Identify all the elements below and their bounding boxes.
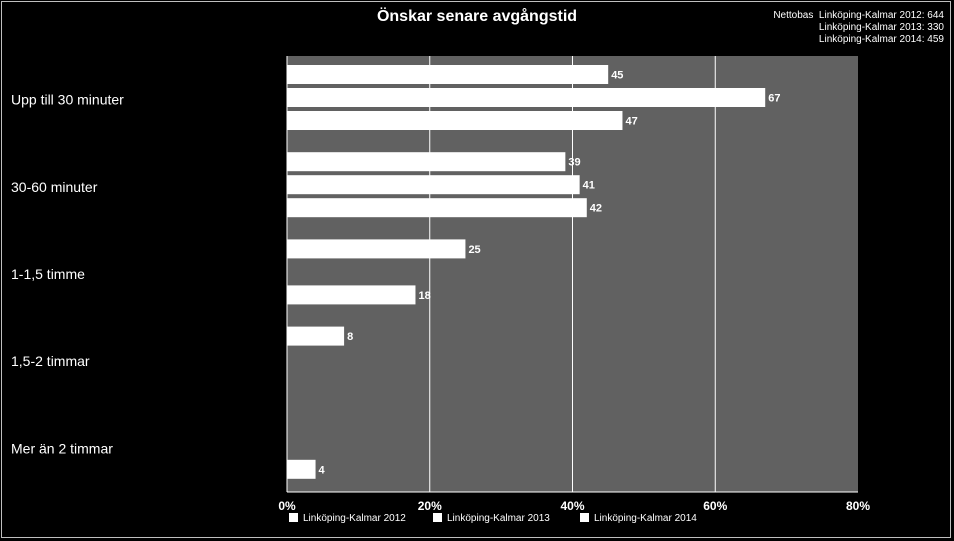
data-label: 8 — [347, 331, 353, 343]
legend-swatch — [580, 513, 589, 522]
bar — [287, 285, 416, 305]
base-note-label: Nettobas — [773, 10, 814, 21]
legend-label: Linköping-Kalmar 2014 — [594, 513, 697, 524]
legend-label: Linköping-Kalmar 2013 — [447, 513, 550, 524]
bar — [287, 152, 566, 172]
base-note-row: Linköping-Kalmar 2013: 330 — [818, 22, 944, 33]
base-note-row: Linköping-Kalmar 2014: 459 — [818, 34, 944, 45]
data-label: 47 — [625, 116, 637, 128]
category-label: 1,5-2 timmar — [11, 353, 90, 369]
chart-title: Önskar senare avgångstid — [376, 8, 578, 25]
bar — [287, 326, 345, 346]
legend-swatch — [289, 513, 298, 522]
bar — [287, 175, 580, 195]
legend-label: Linköping-Kalmar 2012 — [303, 513, 406, 524]
category-label: 1-1,5 timme — [11, 266, 85, 282]
data-label: 18 — [418, 290, 430, 302]
data-label: 67 — [768, 93, 780, 105]
x-tick-label: 40% — [560, 499, 584, 513]
x-tick-label: 80% — [846, 499, 870, 513]
legend-item: Linköping-Kalmar 2013 — [433, 513, 550, 524]
bar — [287, 88, 766, 107]
base-note: Nettobas Linköping-Kalmar 2012: 644 Link… — [773, 10, 944, 46]
bar — [287, 65, 609, 84]
legend-item: Linköping-Kalmar 2012 — [289, 513, 406, 524]
category-label: 30-60 minuter — [11, 179, 98, 195]
bar — [287, 111, 623, 130]
x-tick-label: 20% — [418, 499, 442, 513]
x-tick-label: 60% — [703, 499, 727, 513]
x-tick-label: 0% — [278, 499, 296, 513]
data-label: 42 — [590, 203, 602, 215]
data-label: 45 — [611, 70, 623, 82]
data-label: 4 — [319, 464, 326, 476]
bar — [287, 459, 316, 479]
legend-swatch — [433, 513, 442, 522]
category-label: Upp till 30 minuter — [11, 92, 124, 108]
bar — [287, 198, 587, 218]
bar — [287, 239, 466, 259]
legend-item: Linköping-Kalmar 2014 — [580, 513, 697, 524]
data-label: 39 — [568, 157, 580, 169]
category-label: Mer än 2 timmar — [11, 440, 113, 456]
base-note-row: Linköping-Kalmar 2012: 644 — [818, 10, 944, 21]
data-label: 41 — [583, 180, 595, 192]
data-label: 25 — [468, 244, 480, 256]
